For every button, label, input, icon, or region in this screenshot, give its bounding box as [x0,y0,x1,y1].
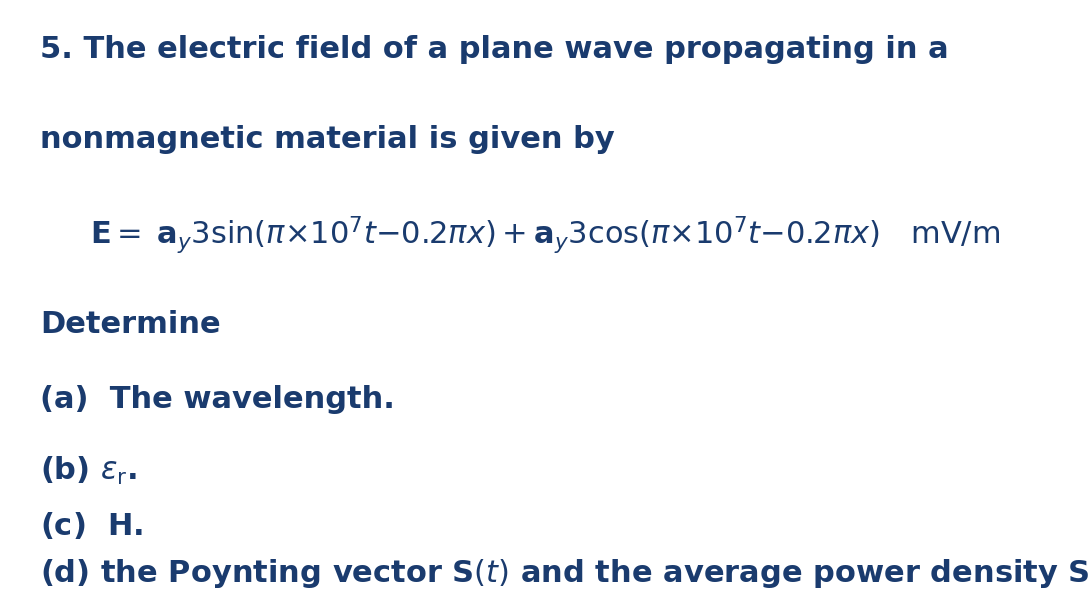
Text: (a)  The wavelength.: (a) The wavelength. [40,385,395,414]
Text: Determine: Determine [40,310,220,339]
Text: $\mathbf{E}{=}\;\mathbf{a}_y3\sin(\pi{\times}10^7t{-}0.2\pi x) + \mathbf{a}_y3\c: $\mathbf{E}{=}\;\mathbf{a}_y3\sin(\pi{\t… [90,215,1001,256]
Text: 5. The electric field of a plane wave propagating in a: 5. The electric field of a plane wave pr… [40,35,948,64]
Text: (b) $\varepsilon_\mathrm{r}$.: (b) $\varepsilon_\mathrm{r}$. [40,455,137,487]
Text: nonmagnetic material is given by: nonmagnetic material is given by [40,125,615,154]
Text: (c)  $\mathbf{H}$.: (c) $\mathbf{H}$. [40,510,143,541]
Text: (d) the Poynting vector $\mathbf{S}(t)$ and the average power density $\mathbf{S: (d) the Poynting vector $\mathbf{S}(t)$ … [40,557,1090,590]
